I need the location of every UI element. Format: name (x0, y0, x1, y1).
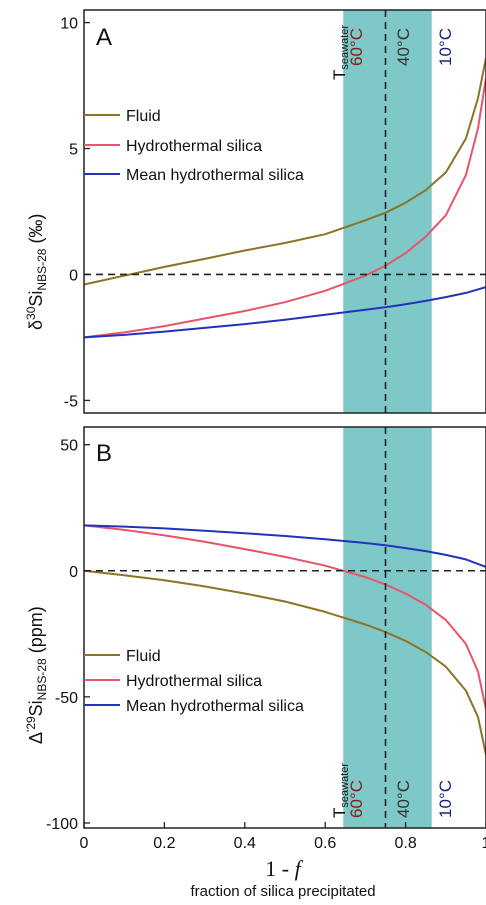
series-group-b (83, 524, 486, 756)
yticks-b: 50 0 -50 -100 (46, 438, 90, 833)
legend-a: Fluid Hydrothermal silica Mean hydrother… (84, 108, 304, 184)
tseawater-label-b: Tseawater (330, 763, 351, 818)
xtick-label: 0.6 (314, 835, 336, 852)
series-group-a (83, 57, 486, 339)
xticks-b: 0 0.2 0.4 0.6 0.8 1 (80, 822, 486, 852)
series-line-mean-hydrothermal-silica-b (83, 524, 486, 568)
series-line-hydrothermal-silica-b (83, 524, 486, 710)
yticks-a: 10 5 0 -5 (60, 16, 90, 410)
xtick-label: 0.4 (234, 835, 256, 852)
ytick-label: 5 (69, 142, 78, 159)
legend-text-hydrothermal-silica-a: Hydrothermal silica (126, 138, 262, 155)
temp-60c-label-a: 60°C (347, 28, 366, 66)
temp-10c-label-b: 10°C (436, 780, 455, 818)
xtick-label: 0 (80, 835, 89, 852)
legend-text-fluid-a: Fluid (126, 108, 161, 125)
series-line-fluid-b (83, 569, 486, 756)
legend-text-mean-hydrothermal-silica-b: Mean hydrothermal silica (126, 698, 304, 715)
ytick-label: 0 (69, 267, 78, 284)
xlabel-sub: fraction of silica precipitated (190, 883, 375, 900)
frame-a (83, 9, 486, 414)
xtick-label: 1 (482, 835, 486, 852)
xtick-label: 0.8 (394, 835, 416, 852)
tseawater-label-a: Tseawater (330, 25, 351, 80)
frame-b (83, 426, 486, 829)
panel-b: 50 0 -50 -100 0 0.2 0.4 0.6 0.8 1 B Fluid Hydrot… (24, 426, 486, 900)
xlabel-main: 1 - f (265, 856, 303, 881)
temp-60c-label-b: 60°C (347, 780, 366, 818)
ytick-label: -5 (64, 393, 78, 410)
temperature-band-b (343, 427, 432, 828)
panel-a: 10 5 0 -5 A Tseawater 60°C 40°C 10°C Fluid … (24, 9, 486, 414)
ylabel-b: Δ'29SiNBS-28 (ppm) (24, 606, 49, 744)
ytick-label: 50 (60, 438, 78, 455)
series-line-hydrothermal-silica-a (83, 77, 486, 339)
temp-10c-label-a: 10°C (436, 28, 455, 66)
panel-letter-a: A (96, 24, 112, 51)
panel-letter-b: B (96, 440, 112, 467)
xtick-label: 0.2 (153, 835, 175, 852)
ytick-label: -50 (55, 690, 78, 707)
ytick-label: 10 (60, 16, 78, 33)
series-line-fluid-a (83, 57, 486, 286)
ytick-label: 0 (69, 564, 78, 581)
ytick-label: -100 (46, 816, 78, 833)
temp-40c-label-b: 40°C (394, 780, 413, 818)
legend-text-mean-hydrothermal-silica-a: Mean hydrothermal silica (126, 167, 304, 184)
legend-text-fluid-b: Fluid (126, 648, 161, 665)
series-line-mean-hydrothermal-silica-a (83, 286, 486, 339)
ylabel-a: δ30SiNBS-28 (‰) (24, 214, 49, 330)
temp-40c-label-a: 40°C (394, 28, 413, 66)
legend-b: Fluid Hydrothermal silica Mean hydrother… (84, 648, 304, 715)
legend-text-hydrothermal-silica-b: Hydrothermal silica (126, 673, 262, 690)
